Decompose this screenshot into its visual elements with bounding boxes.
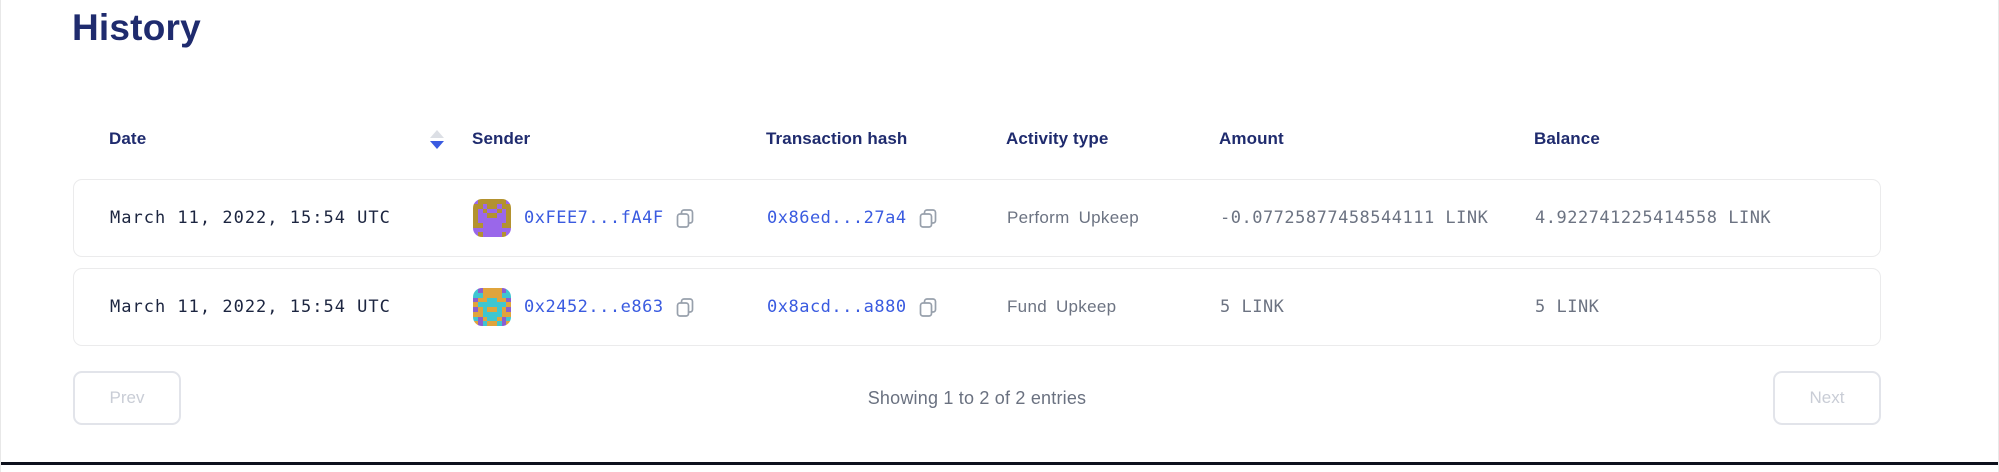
table-row: March 11, 2022, 15:54 UTC 0x2452...e863 … [73,268,1881,346]
sort-icon[interactable] [430,129,444,149]
sender-address-link[interactable]: 0x2452...e863 [524,297,664,317]
column-header-sender: Sender [472,129,531,148]
column-header-balance: Balance [1534,129,1600,148]
column-header-transaction-hash: Transaction hash [766,129,908,148]
copy-icon [919,208,936,228]
sort-asc-arrow-icon [430,129,444,138]
balance-cell: 4.922741225414558 LINK [1535,208,1772,228]
copy-sender-address-button[interactable] [674,207,696,229]
copy-transaction-hash-button[interactable] [917,296,939,318]
column-header-date[interactable]: Date [109,129,472,149]
transaction-hash-link[interactable]: 0x8acd...a880 [767,297,907,317]
copy-sender-address-button[interactable] [674,296,696,318]
copy-icon [676,208,693,228]
pagination: Prev Showing 1 to 2 of 2 entries Next [73,371,1881,425]
prev-button[interactable]: Prev [73,371,181,425]
table-row: March 11, 2022, 15:54 UTC 0xFEE7...fA4F … [73,179,1881,257]
transaction-hash-cell: 0x86ed...27a4 [767,207,1007,229]
pagination-summary: Showing 1 to 2 of 2 entries [867,387,1087,408]
table-header: Date Sender Transaction hash Activity ty… [1,128,1998,150]
activity-type-cell: Perform Upkeep [1007,208,1139,227]
column-header-amount: Amount [1219,129,1284,148]
sender-cell: 0xFEE7...fA4F [473,199,767,237]
transaction-hash-cell: 0x8acd...a880 [767,296,1007,318]
copy-icon [676,297,693,317]
sender-identicon-avatar [473,199,511,237]
sender-address-link[interactable]: 0xFEE7...fA4F [524,208,664,228]
sender-cell: 0x2452...e863 [473,288,767,326]
amount-cell: 5 LINK [1220,297,1285,317]
balance-cell: 5 LINK [1535,297,1600,317]
transaction-hash-link[interactable]: 0x86ed...27a4 [767,208,907,228]
page-title: History [72,7,201,48]
copy-transaction-hash-button[interactable] [917,207,939,229]
sender-identicon-avatar [473,288,511,326]
footer-divider [1,462,1998,465]
copy-icon [919,297,936,317]
column-header-activity-type: Activity type [1006,129,1109,148]
activity-type-cell: Fund Upkeep [1007,297,1117,316]
next-button[interactable]: Next [1773,371,1881,425]
column-header-date-label: Date [109,129,147,148]
date-cell: March 11, 2022, 15:54 UTC [110,208,391,228]
table-body: March 11, 2022, 15:54 UTC 0xFEE7...fA4F … [1,179,1998,346]
amount-cell: -0.07725877458544111 LINK [1220,208,1489,228]
sort-desc-arrow-icon [430,140,444,149]
date-cell: March 11, 2022, 15:54 UTC [110,297,391,317]
